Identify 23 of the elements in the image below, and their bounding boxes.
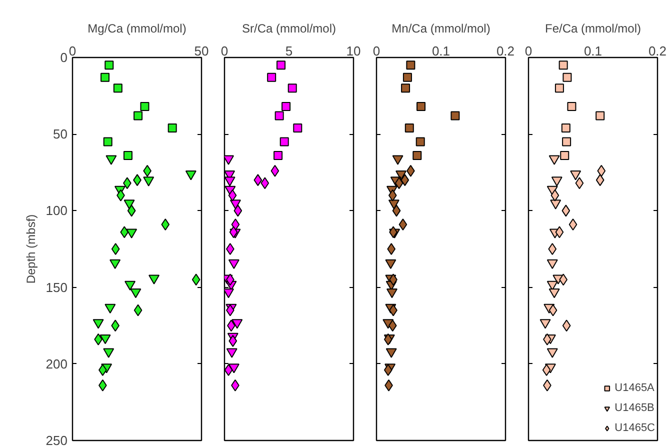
x-tick-label: 0 <box>524 44 532 58</box>
x-tick-label: 0 <box>220 44 228 58</box>
legend-label: U1465C <box>614 422 655 434</box>
x-tick-label: 5 <box>285 44 293 58</box>
x-tick-label: 0.1 <box>584 44 602 58</box>
y-tick-label: 150 <box>46 280 68 295</box>
x-tick-label: 0.1 <box>432 44 450 58</box>
y-tick-label: 250 <box>46 433 68 446</box>
x-axis-title: Mg/Ca (mmol/mol) <box>88 22 186 36</box>
y-tick-label: 50 <box>53 126 68 142</box>
x-tick-label: 10 <box>346 44 361 58</box>
y-tick-label: 100 <box>46 203 68 218</box>
legend-label: U1465A <box>614 382 654 394</box>
x-axis-title: Mn/Ca (mmol/mol) <box>392 22 490 36</box>
x-axis-title: Sr/Ca (mmol/mol) <box>242 22 336 36</box>
legend-label: U1465B <box>614 402 654 414</box>
x-tick-label: 0.2 <box>496 44 515 58</box>
x-tick-label: 0 <box>372 44 380 58</box>
x-tick-label: 0.2 <box>648 44 667 58</box>
x-axis-title: Fe/Ca (mmol/mol) <box>544 22 642 36</box>
x-tick-label: 50 <box>194 44 209 58</box>
y-tick-label: 200 <box>46 356 68 372</box>
y-axis-title: Depth (mbsf) <box>24 214 38 284</box>
